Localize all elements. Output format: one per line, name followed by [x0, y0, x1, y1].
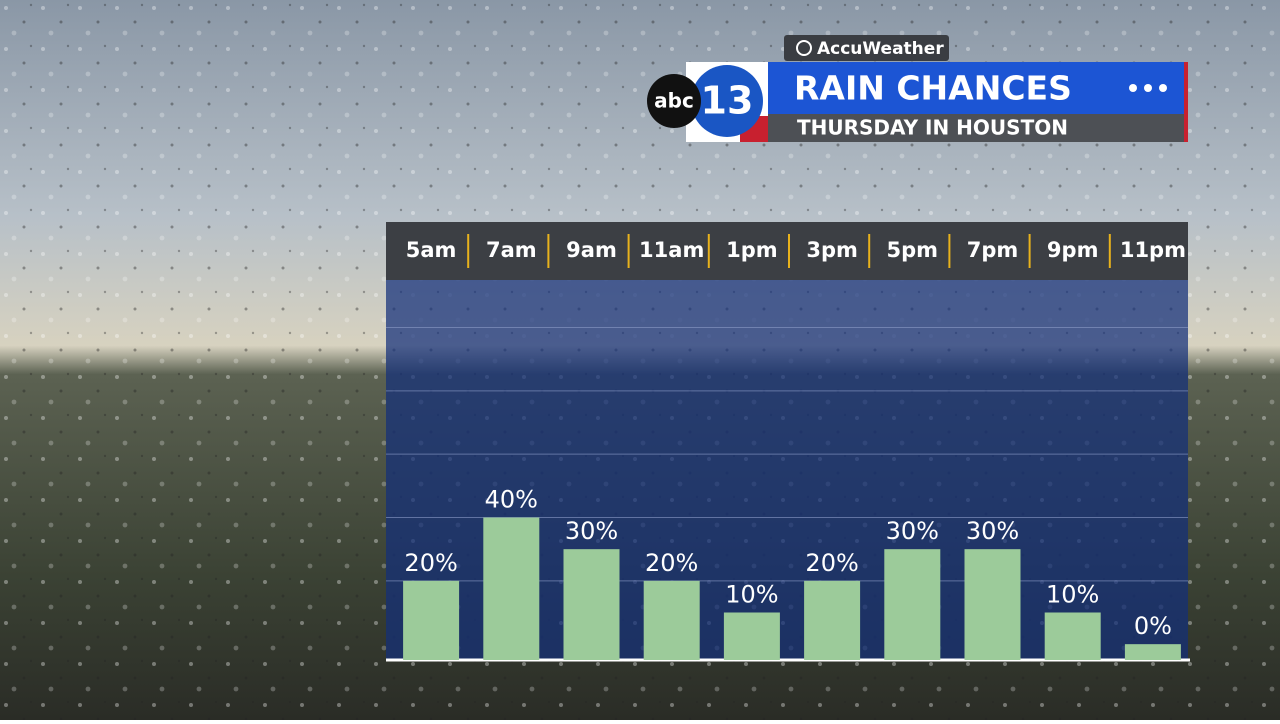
network: abc [654, 89, 694, 113]
menu-dots [1129, 84, 1167, 92]
value-label: 0% [1134, 612, 1172, 640]
bar [563, 549, 620, 660]
bar [964, 549, 1021, 660]
x-tick-label: 1pm [726, 238, 778, 262]
title-bar [768, 62, 1184, 114]
x-tick-label: 5am [406, 238, 457, 262]
bar [804, 580, 861, 660]
chart-subtitle: THURSDAY IN HOUSTON [797, 116, 1068, 140]
bar [643, 580, 700, 660]
category-header [386, 222, 1188, 280]
x-tick-label: 5pm [887, 238, 939, 262]
value-label: 30% [886, 517, 939, 545]
provider: AccuWeather [817, 39, 944, 59]
value-label: 40% [485, 486, 538, 514]
bar [403, 580, 460, 660]
subtitle-bar [768, 114, 1184, 142]
bar [884, 549, 941, 660]
value-label: 20% [404, 549, 457, 577]
x-tick-label: 7pm [967, 238, 1019, 262]
x-tick-label: 3pm [806, 238, 858, 262]
provider-box [784, 35, 949, 61]
bar [723, 612, 780, 660]
value-label: 30% [565, 517, 618, 545]
bar [483, 517, 540, 660]
bar [1044, 612, 1101, 660]
x-tick-label: 9am [566, 238, 617, 262]
channel: 13 [701, 79, 754, 123]
bar [1124, 644, 1181, 660]
x-tick-label: 11am [639, 238, 704, 262]
title-accent [1184, 62, 1188, 142]
value-label: 20% [645, 549, 698, 577]
chart-title: RAIN CHANCES [794, 69, 1072, 108]
x-tick-label: 11pm [1120, 238, 1186, 262]
sun-icon [796, 40, 812, 56]
x-tick-label: 7am [486, 238, 537, 262]
abc-circle [647, 74, 701, 128]
x-tick-label: 9pm [1047, 238, 1099, 262]
value-label: 30% [966, 517, 1019, 545]
value-label: 20% [805, 549, 858, 577]
value-label: 10% [725, 581, 778, 609]
value-label: 10% [1046, 581, 1099, 609]
logo-circle [691, 65, 763, 137]
